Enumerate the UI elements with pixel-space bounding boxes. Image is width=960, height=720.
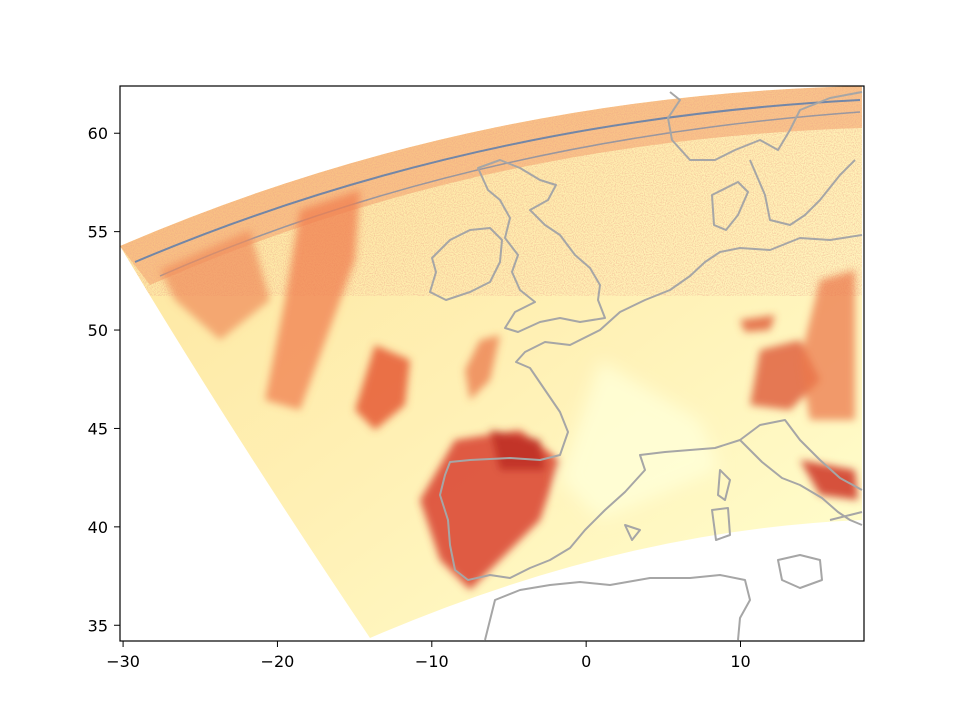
scandinavia-coast bbox=[667, 91, 863, 226]
x-axis: −30 −20 −10 0 10 bbox=[106, 641, 751, 671]
x-tick-label: −30 bbox=[106, 652, 140, 671]
x-tick-label: −20 bbox=[261, 652, 295, 671]
x-tick-label: 10 bbox=[730, 652, 750, 671]
balearic-coast bbox=[624, 524, 641, 541]
satellite-swath bbox=[120, 86, 862, 638]
y-tick-label: 45 bbox=[88, 419, 108, 438]
axes-frame bbox=[119, 85, 865, 642]
x-tick-label: −10 bbox=[415, 652, 449, 671]
ireland-coast bbox=[429, 227, 503, 301]
cloud-features bbox=[160, 190, 858, 590]
tunisia-sicily-coast bbox=[777, 511, 863, 589]
britain-coast bbox=[477, 159, 606, 333]
italy-coast bbox=[739, 419, 863, 491]
north-africa-coast bbox=[484, 574, 751, 641]
y-tick-label: 55 bbox=[88, 223, 108, 242]
coastlines bbox=[429, 91, 863, 641]
y-axis: 35 40 45 50 55 60 bbox=[88, 124, 120, 635]
y-tick-label: 60 bbox=[88, 124, 108, 143]
y-tick-label: 50 bbox=[88, 321, 108, 340]
corsica-sardinia-coast bbox=[711, 469, 731, 541]
denmark-coast bbox=[711, 181, 749, 231]
continent-coast bbox=[439, 234, 863, 581]
y-tick-label: 35 bbox=[88, 616, 108, 635]
x-tick-label: 0 bbox=[581, 652, 591, 671]
y-tick-label: 40 bbox=[88, 518, 108, 537]
